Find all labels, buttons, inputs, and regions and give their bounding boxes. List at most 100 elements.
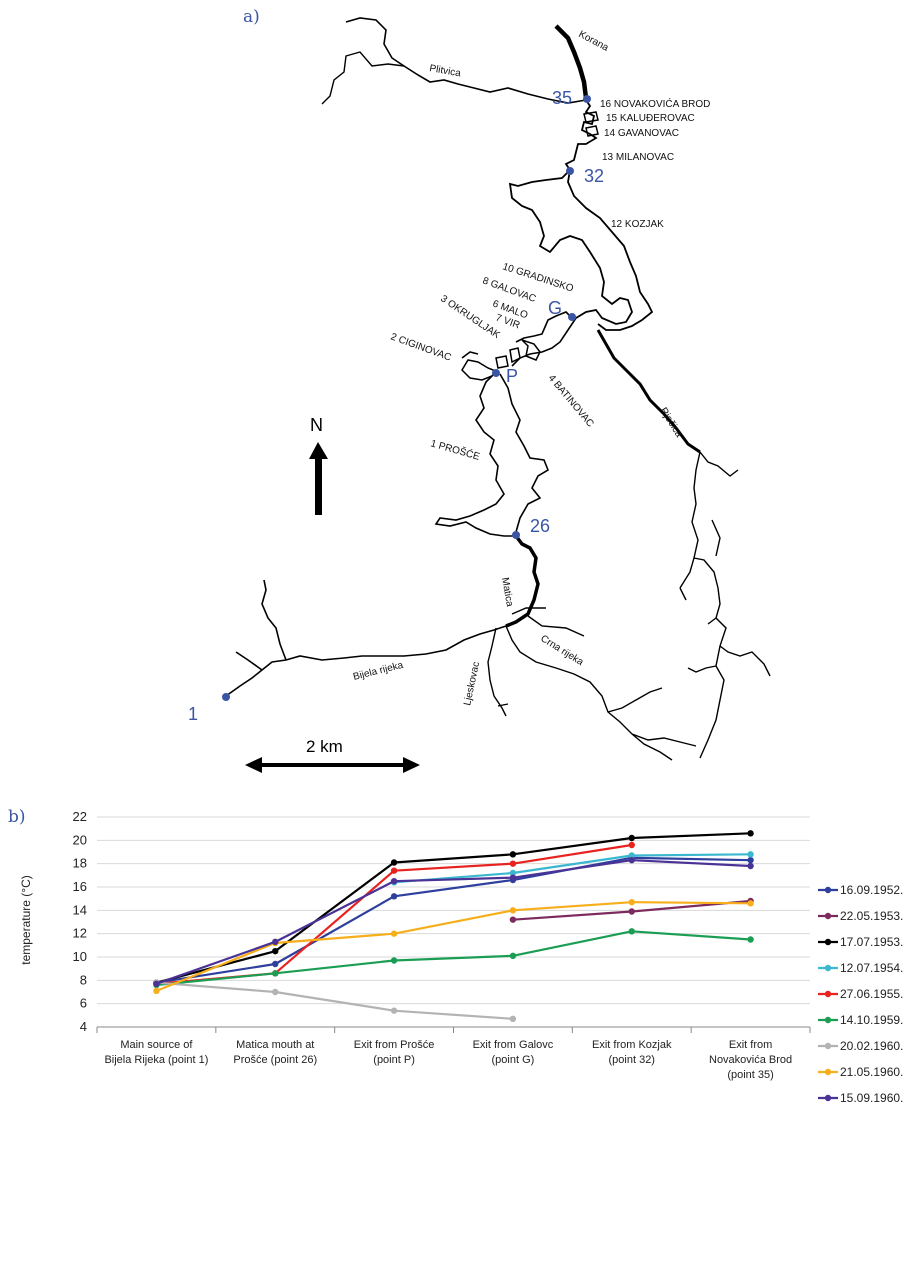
legend-label: 17.07.1953. [840,935,903,949]
lake-1-prosce [434,371,549,537]
ljeskovac-label: Ljeskovac [462,661,482,707]
lake-13-label: 13 MILANOVAC [602,152,674,163]
x-category-label: (point 32) [609,1054,655,1066]
y-tick-label: 8 [80,972,87,987]
point-32-marker [566,167,574,175]
point-p-marker [492,369,500,377]
series-line [156,930,751,987]
legend-swatch-marker [824,938,832,946]
x-category-label: Exit from Kozjak [592,1039,672,1051]
data-point [509,851,517,858]
data-point [390,877,398,885]
korana-label: Korana [577,29,611,54]
point-26-label: 26 [530,516,550,536]
data-point [628,928,635,935]
series-15.09.1960. [153,856,754,988]
chart-legend: 16.09.1952. 22.05.1953. 17.07.1953. 12.07.1… [818,883,903,1105]
chart-series [153,830,754,1023]
x-category-label: Main source of [120,1039,193,1051]
x-category-label: (point 35) [727,1069,773,1081]
data-point [747,851,754,858]
matica-label: Matica [499,577,515,608]
legend-label: 20.02.1960. [840,1039,903,1053]
lake-2-label: 2 CIGINOVAC [389,331,453,363]
legend-swatch-marker [824,964,832,972]
legend-swatch-marker [824,1068,832,1076]
legend-swatch-marker [824,990,832,998]
x-category-label: (point P) [373,1054,415,1066]
point-35-label: 35 [552,88,572,108]
point-p-label: P [506,366,518,386]
data-point [509,916,517,923]
x-category-label: Exit from Prošće [354,1039,435,1051]
lake-14-label: 14 GAVANOVAC [604,128,679,139]
data-point [390,1007,398,1014]
y-tick-label: 18 [73,856,87,871]
data-point [272,938,279,946]
y-tick-label: 6 [80,996,87,1011]
y-tick-label: 12 [73,926,87,941]
data-point [747,936,754,943]
data-point [153,987,160,995]
data-point [390,859,398,866]
y-tick-label: 4 [80,1019,87,1034]
series-line [156,832,751,984]
scale-label: 2 km [306,737,343,756]
point-1-label: 1 [188,704,198,724]
x-category-label: Novakovića Brod [709,1054,792,1066]
series-17.07.1953. [153,830,754,986]
series-16.09.1952. [153,854,754,986]
y-tick-label: 20 [73,832,87,847]
series-21.05.1960. [153,898,754,995]
lake-12-label: 12 KOZJAK [611,219,664,230]
lakes-2-3 [461,351,499,381]
crna-rijeka [505,607,697,761]
data-point [628,852,635,859]
lake-15-shape [583,111,599,123]
point-g-label: G [548,298,562,318]
x-category-label: Matica mouth at [236,1039,314,1051]
series-line [156,901,751,992]
series-20.02.1960. [153,979,517,1023]
data-point [509,874,517,881]
legend-swatch-marker [824,1042,832,1050]
point-g-marker [568,313,576,321]
data-point [272,947,279,955]
data-point [747,856,754,864]
map-panel: a) 35 32 [188,7,771,773]
plitvica-tributary [321,51,405,105]
north-label: N [310,415,323,435]
data-point [390,930,398,937]
legend-label: 15.09.1960. [840,1091,903,1105]
data-point [509,907,517,914]
y-tick-label: 14 [73,902,87,917]
legend-label: 16.09.1952. [840,883,903,897]
legend-label: 12.07.1954. [840,961,903,975]
legend-swatch-marker [824,886,832,894]
legend-swatch-marker [824,1016,832,1024]
lake-12-kozjak [508,169,654,331]
rjecica-river [596,329,701,454]
lake-10-gradinsko [511,311,577,367]
series-line [156,856,751,984]
map-panel-label: a) [243,7,260,27]
rjecica-upper-tributaries [679,451,771,759]
series-line [393,853,751,884]
data-point [628,856,635,864]
data-point [628,908,635,915]
plitvica-label: Plitvica [428,63,462,79]
bijela-rijeka [225,579,507,697]
data-point [747,900,754,907]
x-category-label: Prošće (point 26) [233,1054,317,1066]
bijela-rijeka-label: Bijela rijeka [352,660,405,683]
temperature-chart: b) temperature (°C) 4 6 8 10 12 14 16 18 20 22 Mai… [8,807,903,1105]
x-category-label: Exit from [729,1039,772,1051]
point-35-marker [583,95,591,103]
lakes-6-7-8 [495,339,541,369]
lake-3-label: 3 OKRUGLJAK [438,293,502,341]
data-point [509,952,517,960]
legend-label: 14.10.1959. [840,1013,903,1027]
lake-15-label: 15 KALUĐEROVAC [606,113,695,124]
data-point [628,841,635,849]
